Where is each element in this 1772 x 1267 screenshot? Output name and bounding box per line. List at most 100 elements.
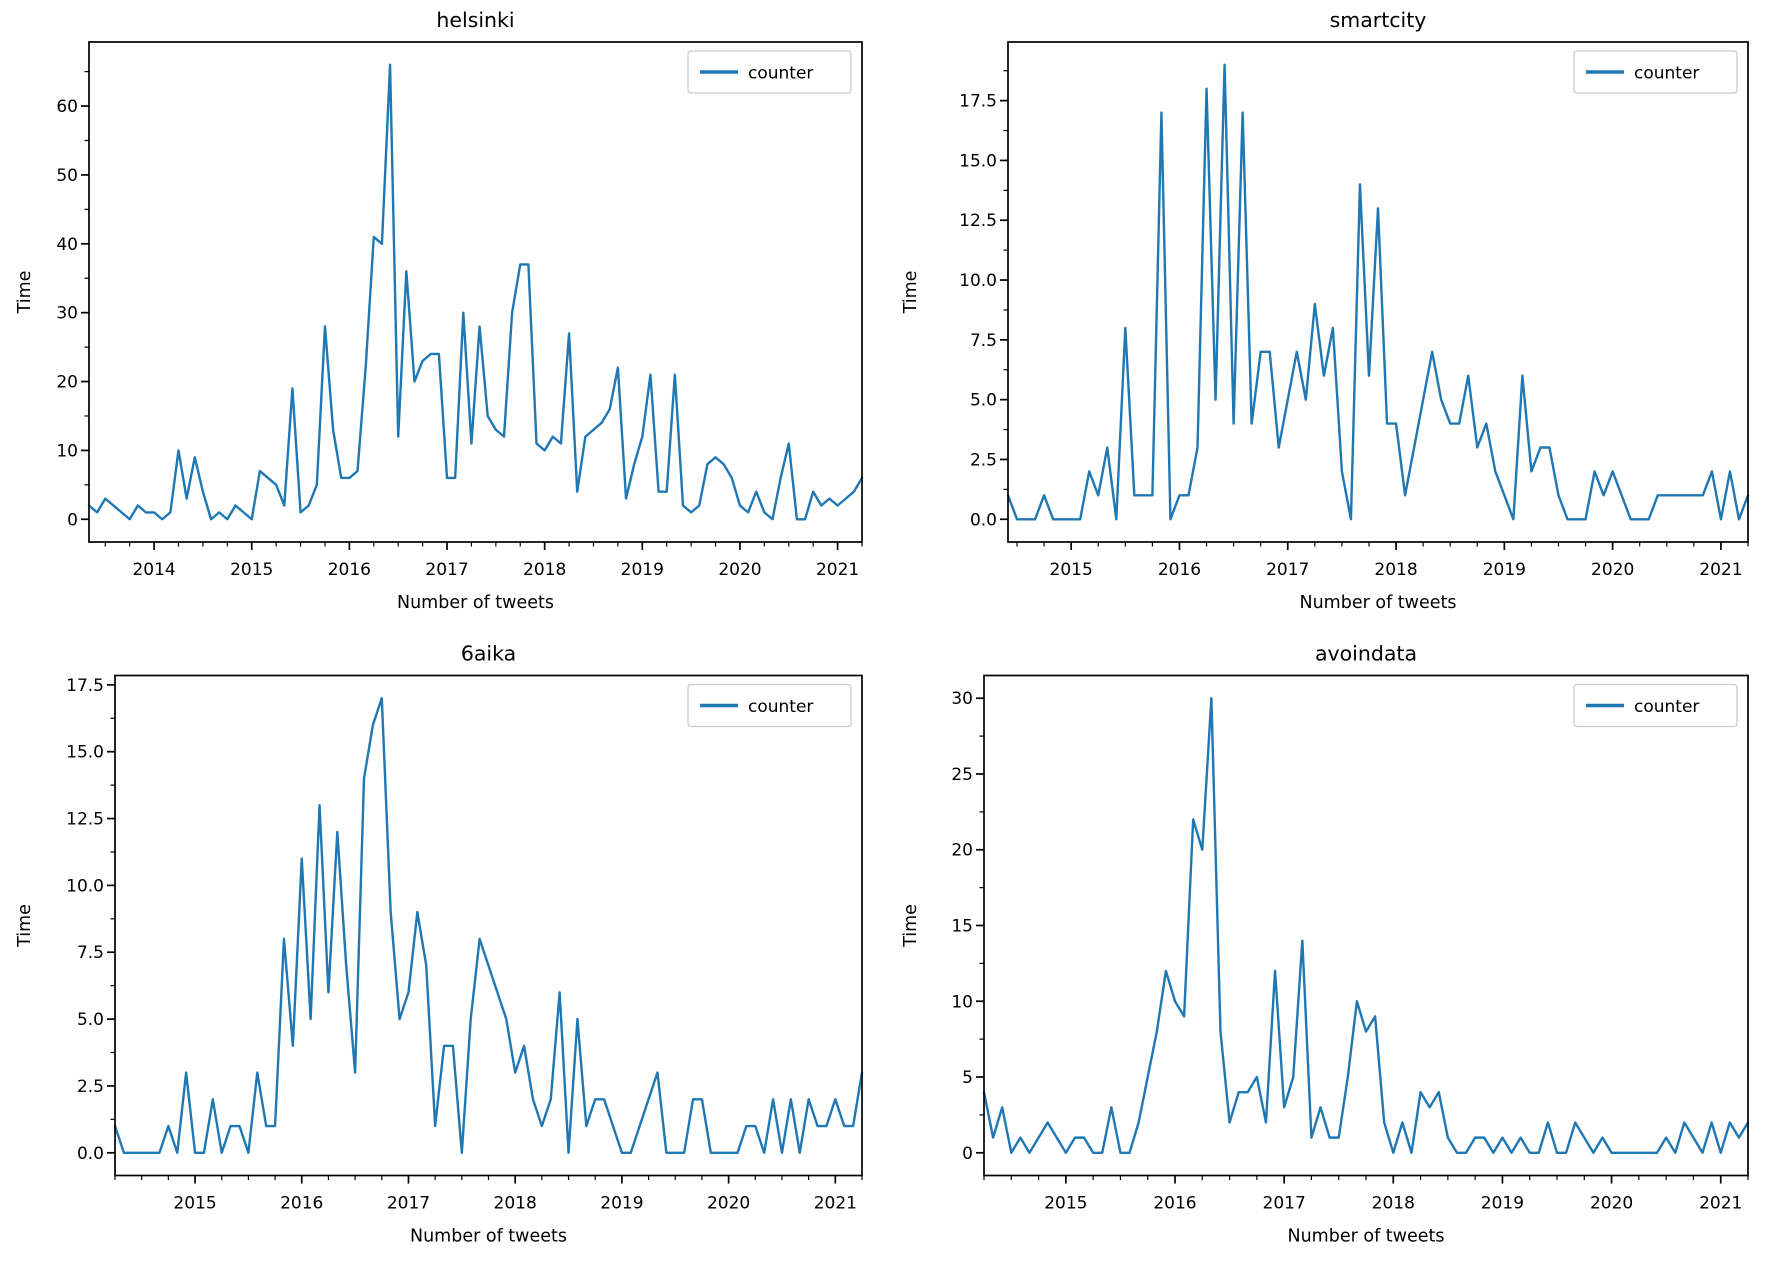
y-tick-label: 7.5 [77, 943, 104, 963]
y-tick-label: 15 [951, 917, 973, 937]
legend: counter [687, 50, 852, 94]
x-tick-label: 2020 [707, 1194, 750, 1214]
legend: counter [1573, 50, 1738, 94]
chart-panel-top-right: 2015 2016 2017 2018 2019 2020 2021 0.0 2.5 5.0 7.5… [886, 0, 1772, 633]
x-tick-label: 2020 [1591, 560, 1634, 580]
x-tick-label: 2015 [230, 560, 273, 580]
x-tick-label: 2017 [425, 560, 468, 580]
chart-helsinki: 2014 2015 2016 2017 2018 2019 2020 2021 0 10 20 30 4… [15, 8, 864, 613]
y-tick-label: 2.5 [77, 1077, 104, 1097]
y-tick-label: 12.5 [66, 810, 104, 830]
plot-border [1007, 41, 1749, 543]
y-tick-label: 0 [962, 1144, 973, 1164]
chart-title: 6aika [461, 642, 516, 666]
x-tick-label: 2018 [494, 1194, 537, 1214]
chart-panel-bottom-right: 2015 2016 2017 2018 2019 2020 2021 0 5 10 15 20 25 30… [886, 633, 1772, 1267]
y-tick-label: 5.0 [77, 1010, 104, 1030]
x-tick-label: 2015 [1050, 560, 1093, 580]
legend-label: counter [1634, 64, 1699, 84]
chart-title: helsinki [436, 8, 514, 32]
series-line-counter [982, 697, 1750, 1154]
legend-frame [687, 50, 852, 94]
x-tick-label: 2016 [1158, 560, 1201, 580]
x-tick-label: 2017 [1263, 1194, 1306, 1214]
x-axis-label: Number of tweets [397, 593, 554, 613]
chart-title: smartcity [1330, 8, 1427, 32]
plot-border [114, 674, 863, 1177]
y-tick-label: 17.5 [66, 676, 104, 696]
legend-frame [687, 683, 852, 728]
x-tick-label: 2017 [387, 1194, 430, 1214]
y-tick-label: 40 [56, 235, 78, 255]
y-axis-label: Time [15, 271, 35, 315]
x-axis-label: Number of tweets [1300, 593, 1457, 613]
x-tick-label: 2019 [1483, 560, 1526, 580]
y-tick-label: 30 [951, 689, 973, 709]
series-line-counter [113, 697, 864, 1154]
series-line-counter [87, 63, 864, 521]
legend-frame [1573, 683, 1738, 728]
x-tick-label: 2018 [523, 560, 566, 580]
x-tick-label: 2019 [600, 1194, 643, 1214]
x-tick-label: 2018 [1372, 1194, 1415, 1214]
y-tick-label: 10 [56, 441, 78, 461]
y-tick-label: 0.0 [970, 510, 997, 530]
y-tick-label: 15.0 [66, 743, 104, 763]
chart-panel-top-left: 2014 2015 2016 2017 2018 2019 2020 2021 0 10 20 30 4… [0, 0, 886, 633]
x-tick-label: 2018 [1374, 560, 1417, 580]
y-tick-label: 60 [56, 97, 78, 117]
y-axis-label: Time [15, 904, 35, 948]
chart-panel-bottom-left: 2015 2016 2017 2018 2019 2020 2021 0.0 2.5 5.0 7.5… [0, 633, 886, 1267]
x-tick-label: 2016 [328, 560, 371, 580]
x-axis-label: Number of tweets [1288, 1227, 1445, 1247]
y-tick-label: 12.5 [959, 211, 997, 231]
y-tick-label: 10 [951, 992, 973, 1012]
y-tick-label: 15.0 [959, 151, 997, 171]
chart-avoindata: 2015 2016 2017 2018 2019 2020 2021 0 5 10 15 20 25 30… [901, 642, 1750, 1247]
legend-label: counter [1634, 697, 1699, 717]
x-tick-label: 2014 [132, 560, 175, 580]
y-axis-label: Time [901, 904, 921, 948]
x-tick-label: 2016 [280, 1194, 323, 1214]
legend: counter [687, 683, 852, 728]
plot-border [983, 674, 1749, 1177]
y-tick-label: 25 [951, 765, 973, 785]
y-tick-label: 0 [67, 510, 78, 530]
chart-6aika: 2015 2016 2017 2018 2019 2020 2021 0.0 2.5 5.0 7.5… [15, 642, 864, 1247]
series-line-counter [1006, 63, 1750, 521]
x-tick-label: 2021 [814, 1194, 857, 1214]
x-axis-label: Number of tweets [410, 1227, 567, 1247]
x-tick-label: 2020 [1590, 1194, 1633, 1214]
y-tick-label: 30 [56, 304, 78, 324]
legend-label: counter [748, 64, 813, 84]
y-tick-label: 20 [56, 373, 78, 393]
x-tick-label: 2021 [1699, 560, 1742, 580]
chart-smartcity: 2015 2016 2017 2018 2019 2020 2021 0.0 2.5 5.0 7.5… [901, 8, 1750, 613]
legend: counter [1573, 683, 1738, 728]
x-tick-label: 2021 [816, 560, 859, 580]
chart-title: avoindata [1315, 642, 1417, 666]
y-tick-label: 10.0 [959, 271, 997, 291]
legend-frame [1573, 50, 1738, 94]
y-tick-label: 5.0 [970, 391, 997, 411]
plot-border [88, 41, 863, 543]
y-tick-label: 50 [56, 166, 78, 186]
y-tick-label: 7.5 [970, 331, 997, 351]
y-tick-label: 0.0 [77, 1144, 104, 1164]
x-tick-label: 2016 [1153, 1194, 1196, 1214]
y-tick-label: 2.5 [970, 450, 997, 470]
y-tick-label: 17.5 [959, 92, 997, 112]
x-tick-label: 2021 [1699, 1194, 1742, 1214]
x-tick-label: 2015 [173, 1194, 216, 1214]
y-tick-label: 5 [962, 1068, 973, 1088]
y-tick-label: 10.0 [66, 876, 104, 896]
x-tick-label: 2015 [1044, 1194, 1087, 1214]
x-tick-label: 2017 [1266, 560, 1309, 580]
legend-label: counter [748, 697, 813, 717]
y-axis-label: Time [901, 271, 921, 315]
y-tick-label: 20 [951, 841, 973, 861]
x-tick-label: 2019 [1481, 1194, 1524, 1214]
x-tick-label: 2019 [621, 560, 664, 580]
x-tick-label: 2020 [718, 560, 761, 580]
